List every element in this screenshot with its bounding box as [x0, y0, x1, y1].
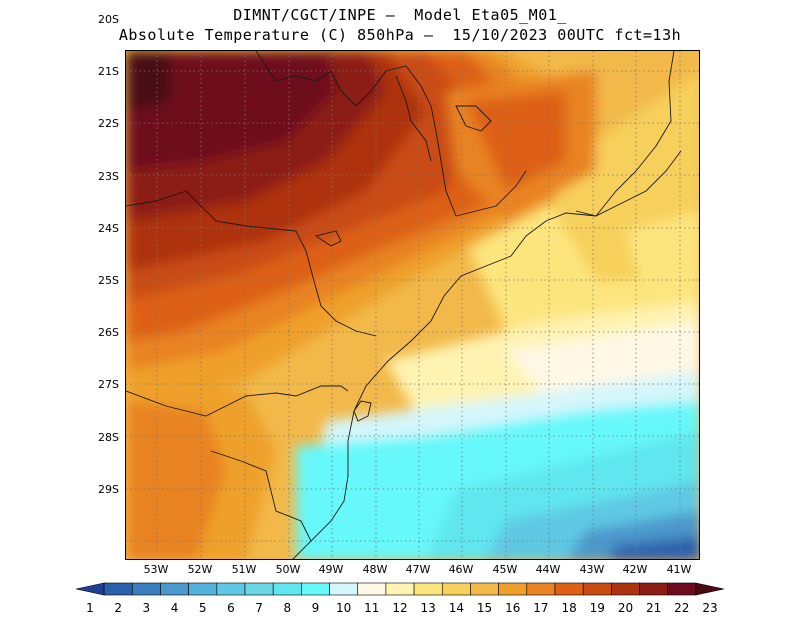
- colorbar-label: 3: [143, 601, 151, 615]
- colorbar-label: 5: [199, 601, 207, 615]
- lon-label-53w: 53W: [143, 563, 169, 576]
- temperature-field: [126, 51, 699, 559]
- colorbar-label: 12: [392, 601, 407, 615]
- lon-label-50w: 50W: [275, 563, 301, 576]
- colorbar-label: 9: [312, 601, 320, 615]
- colorbar-label: 13: [421, 601, 436, 615]
- lat-label-22s: 22S: [98, 117, 119, 130]
- colorbar-label: 21: [646, 601, 661, 615]
- lon-label-47w: 47W: [405, 563, 431, 576]
- colorbar-label: 2: [114, 601, 122, 615]
- colorbar-swatch: [244, 582, 274, 596]
- colorbar-swatch: [160, 582, 189, 596]
- colorbar-swatch: [413, 582, 443, 596]
- colorbar-swatch: [75, 582, 105, 596]
- colorbar-swatch: [329, 582, 359, 596]
- temperature-map[interactable]: [125, 50, 700, 560]
- lon-label-49w: 49W: [318, 563, 344, 576]
- colorbar-label: 11: [364, 601, 379, 615]
- colorbar-swatch: [216, 582, 246, 596]
- lon-label-52w: 52W: [187, 563, 213, 576]
- colorbar-swatch: [301, 582, 330, 596]
- lon-label-51w: 51W: [231, 563, 257, 576]
- lon-label-42w: 42W: [622, 563, 648, 576]
- colorbar-label: 14: [449, 601, 464, 615]
- colorbar-label: 19: [590, 601, 605, 615]
- colorbar-swatch: [639, 582, 669, 596]
- lat-label-21s: 21S: [98, 65, 119, 78]
- colorbar-swatch: [385, 582, 415, 596]
- colorbar-swatch: [498, 582, 528, 596]
- lat-label-26s: 26S: [98, 326, 119, 339]
- colorbar-swatch: [357, 582, 387, 596]
- lat-label-20s: 20S: [98, 13, 119, 26]
- colorbar-label: 20: [618, 601, 633, 615]
- colorbar-label: 16: [505, 601, 520, 615]
- colorbar-label: 23: [702, 601, 717, 615]
- lat-label-25s: 25S: [98, 274, 119, 287]
- colorbar-swatch: [554, 582, 584, 596]
- colorbar-swatch: [272, 582, 302, 596]
- lat-label-27s: 27S: [98, 378, 119, 391]
- colorbar-label: 4: [171, 601, 179, 615]
- colorbar-label: 6: [227, 601, 235, 615]
- colorbar-swatch: [695, 582, 725, 596]
- colorbar-label: 7: [255, 601, 263, 615]
- colorbar-label: 10: [336, 601, 351, 615]
- colorbar-swatch: [470, 582, 499, 596]
- lat-label-23s: 23S: [98, 170, 119, 183]
- colorbar-swatch: [582, 582, 612, 596]
- colorbar-label: 17: [533, 601, 548, 615]
- colorbar-label: 18: [561, 601, 576, 615]
- lon-label-41w: 41W: [666, 563, 692, 576]
- lat-label-29s: 29S: [98, 483, 119, 496]
- lat-label-24s: 24S: [98, 222, 119, 235]
- map-title-line2: Absolute Temperature (C) 850hPa – 15/10/…: [118, 26, 682, 44]
- lon-label-44w: 44W: [535, 563, 561, 576]
- colorbar-swatch: [441, 582, 471, 596]
- lon-label-46w: 46W: [448, 563, 474, 576]
- lon-label-45w: 45W: [492, 563, 518, 576]
- colorbar-swatch: [667, 582, 697, 596]
- colorbar-label: 8: [283, 601, 291, 615]
- colorbar-swatch: [526, 582, 556, 596]
- colorbar-label: 22: [674, 601, 689, 615]
- colorbar-swatch: [131, 582, 161, 596]
- colorbar-label: 15: [477, 601, 492, 615]
- colorbar: 1 2 3 4 5 6 7 8 9 10 11 12 13 14 15 16 17 18 19 20 21 22 23: [75, 582, 725, 615]
- lat-label-28s: 28S: [98, 431, 119, 444]
- lon-label-48w: 48W: [362, 563, 388, 576]
- colorbar-swatch: [103, 582, 133, 596]
- colorbar-label: 1: [86, 601, 94, 615]
- colorbar-swatch: [611, 582, 640, 596]
- map-title-line1: DIMNT/CGCT/INPE – Model Eta05_M01_: [233, 6, 567, 24]
- colorbar-swatch: [188, 582, 218, 596]
- lon-label-43w: 43W: [579, 563, 605, 576]
